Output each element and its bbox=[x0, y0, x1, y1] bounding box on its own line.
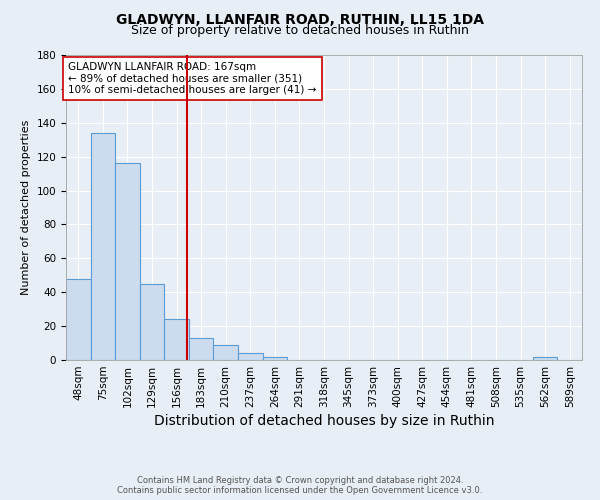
Text: Size of property relative to detached houses in Ruthin: Size of property relative to detached ho… bbox=[131, 24, 469, 37]
Bar bbox=[140, 284, 164, 360]
Bar bbox=[66, 278, 91, 360]
Bar bbox=[238, 353, 263, 360]
Y-axis label: Number of detached properties: Number of detached properties bbox=[21, 120, 31, 295]
Text: Contains HM Land Registry data © Crown copyright and database right 2024.
Contai: Contains HM Land Registry data © Crown c… bbox=[118, 476, 482, 495]
Bar bbox=[115, 164, 140, 360]
Bar bbox=[263, 356, 287, 360]
Bar bbox=[533, 356, 557, 360]
Bar bbox=[214, 345, 238, 360]
Bar bbox=[91, 133, 115, 360]
X-axis label: Distribution of detached houses by size in Ruthin: Distribution of detached houses by size … bbox=[154, 414, 494, 428]
Bar bbox=[164, 320, 189, 360]
Bar bbox=[189, 338, 214, 360]
Text: GLADWYN LLANFAIR ROAD: 167sqm
← 89% of detached houses are smaller (351)
10% of : GLADWYN LLANFAIR ROAD: 167sqm ← 89% of d… bbox=[68, 62, 317, 95]
Text: GLADWYN, LLANFAIR ROAD, RUTHIN, LL15 1DA: GLADWYN, LLANFAIR ROAD, RUTHIN, LL15 1DA bbox=[116, 12, 484, 26]
